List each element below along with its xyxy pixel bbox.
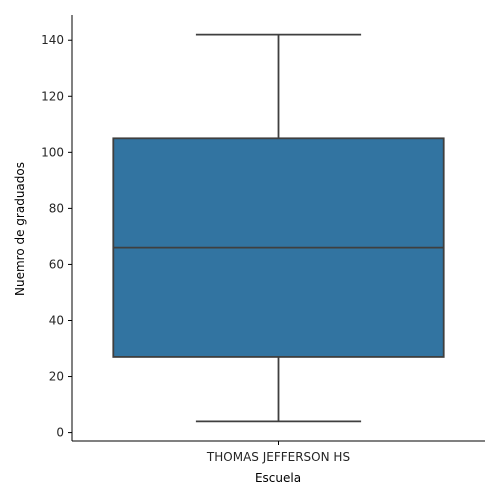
y-tick-label: 100 bbox=[41, 145, 64, 159]
y-tick-label: 120 bbox=[41, 89, 64, 103]
box-group bbox=[112, 33, 445, 423]
y-tick-label: 20 bbox=[49, 370, 64, 384]
plot-area bbox=[112, 33, 445, 423]
x-axis-label: Escuela bbox=[255, 471, 301, 485]
y-tick-label: 0 bbox=[56, 426, 64, 440]
y-axis-label: Nuemro de graduados bbox=[13, 162, 27, 296]
x-axis-ticks: THOMAS JEFFERSON HS bbox=[206, 441, 350, 464]
y-tick-label: 40 bbox=[49, 313, 64, 327]
y-tick-label: 80 bbox=[49, 201, 64, 215]
y-tick-label: 60 bbox=[49, 257, 64, 271]
y-tick-label: 140 bbox=[41, 33, 64, 47]
y-axis-ticks: 0 20 40 60 80 100 120 140 bbox=[41, 33, 72, 440]
x-tick-label: THOMAS JEFFERSON HS bbox=[206, 450, 350, 464]
